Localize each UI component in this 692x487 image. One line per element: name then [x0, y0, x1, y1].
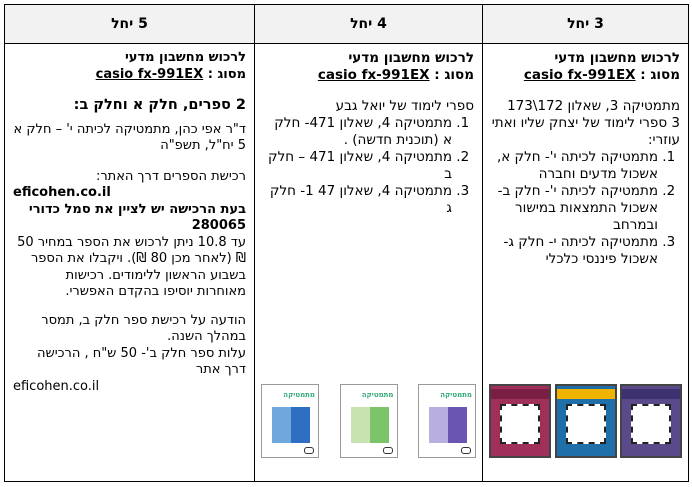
col5-coupon-note: בעת הרכישה יש לציין את סמל כדורי 280065: [28, 201, 246, 234]
col4-intro: ספרי לימוד של יואל גבע: [335, 98, 474, 114]
col3-line1: מתמטיקה 3, שאלון 172\173: [507, 98, 680, 114]
col5-buy-label: רכישת הספרים דרך האתר:: [95, 168, 246, 184]
calculator-model-5: מסוג : casio fx-991EX: [95, 66, 246, 82]
col5-heading: 2 ספרים, חלק א וחלק ב:: [73, 97, 246, 113]
col3-book-covers: [489, 384, 682, 458]
calculator-title-4: לרכוש מחשבון מדעי: [348, 50, 474, 66]
col3-item-1: מתמטיקה לכיתה י'- חלק א, אשכול מדעים וחב…: [491, 149, 658, 183]
header-col4: 4 יחל: [254, 4, 483, 44]
calculator-title-5: לרכוש מחשבון מדעי: [124, 50, 246, 65]
col5-site-link-2[interactable]: eficohen.co.il: [13, 378, 100, 394]
col4-item-2: מתמטיקה 4, שאלון 471 – חלק ב: [263, 149, 452, 183]
header-col5: 5 יחל: [4, 4, 255, 44]
col3-item-2: מתמטיקה לכיתה י'- חלק ב- אשכול התמצאות ב…: [491, 183, 658, 234]
book-cover-image: מתמטיקה: [418, 384, 476, 458]
col4-book-covers: מתמטיקה מתמטיקה מתמטיקה: [261, 384, 476, 458]
col5-site-link[interactable]: eficohen.co.il: [13, 185, 111, 200]
calculator-model-3: מסוג : casio fx-991EX: [523, 67, 680, 83]
col5-part-b-price: עלות ספר חלק ב'- 50 ש"ח , הרכישה דרך אתר: [37, 345, 246, 378]
requirements-table: 3 יחל 4 יחל 5 יחל לרכוש מחשבון מדעי מסוג…: [4, 4, 689, 482]
col5-price-note: עד 10.8 ניתן לרכוש את הספר במחיר 50 ₪ (ל…: [17, 234, 246, 300]
book-cover-image: מתמטיקה: [339, 384, 398, 458]
col5-part-b-note: הודעה על רכישת ספר חלק ב, תמסר במהלך השנ…: [41, 312, 246, 345]
col4-book-list: מתמטיקה 4, שאלון 471- חלק א (תוכנית חדשה…: [263, 115, 474, 217]
book-cover-image: [554, 384, 617, 458]
book-cover-image: מתמטיקה: [261, 384, 319, 458]
book-cover-image: [489, 384, 551, 458]
col4-item-1: מתמטיקה 4, שאלון 471- חלק א (תוכנית חדשה…: [263, 115, 452, 149]
content-row: לרכוש מחשבון מדעי מסוג : casio fx-991EX …: [4, 43, 689, 482]
calculator-title-3: לרכוש מחשבון מדעי: [554, 50, 680, 66]
header-col3: 3 יחל: [482, 4, 689, 44]
col3-book-list: מתמטיקה לכיתה י'- חלק א, אשכול מדעים וחב…: [491, 149, 680, 268]
col5-author: ד"ר אפי כהן, מתמטיקה לכיתה י' – חלק א 5 …: [13, 121, 246, 154]
col4-cell: לרכוש מחשבון מדעי מסוג : casio fx-991EX …: [254, 43, 483, 482]
col3-item-3: מתמטיקה לכיתה י- חלק ג- אשכול פיננסי כלכ…: [491, 234, 658, 268]
col3-cell: לרכוש מחשבון מדעי מסוג : casio fx-991EX …: [482, 43, 689, 482]
book-cover-image: [620, 384, 682, 458]
header-row: 3 יחל 4 יחל 5 יחל: [4, 4, 689, 44]
calculator-model-4: מסוג : casio fx-991EX: [317, 67, 474, 83]
col4-item-3: מתמטיקה 4, שאלון 47 1- חלק ג: [263, 183, 452, 217]
col5-cell: לרכוש מחשבון מדעי מסוג : casio fx-991EX …: [4, 43, 255, 482]
col3-line2: 3 ספרי לימוד של יצחק שליו ואתי עוזרי:: [491, 115, 680, 148]
